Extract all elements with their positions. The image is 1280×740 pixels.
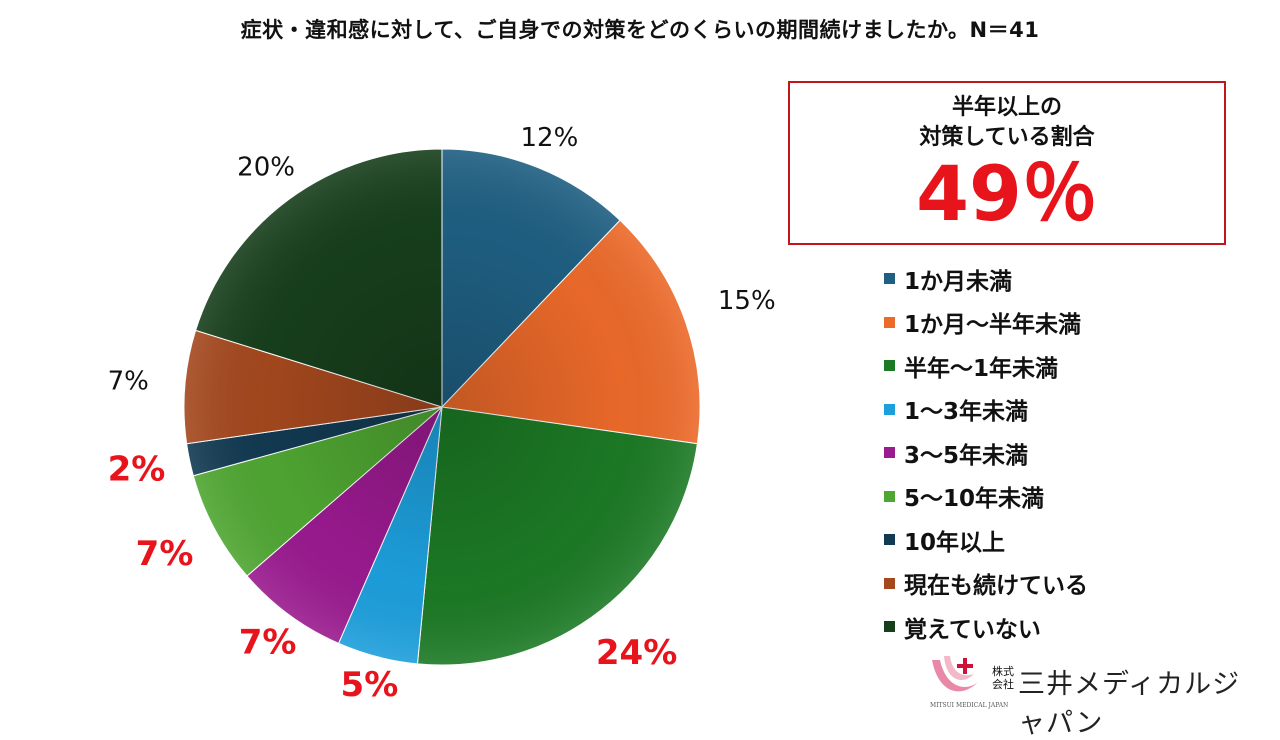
legend-item-1: 1か月未満 bbox=[884, 257, 1088, 301]
slice-label-8: 7% bbox=[108, 367, 149, 397]
legend-item-4: 1～3年未満 bbox=[884, 388, 1088, 432]
legend-label: 10年以上 bbox=[904, 529, 1006, 556]
legend-label: 1か月～半年未満 bbox=[904, 312, 1082, 339]
legend-item-7: 10年以上 bbox=[884, 518, 1088, 562]
legend-swatch bbox=[884, 534, 895, 546]
slice-label-3: 24% bbox=[596, 633, 677, 673]
legend-label: 1か月未満 bbox=[904, 268, 1013, 295]
legend-swatch bbox=[884, 273, 895, 285]
slice-label-5: 7% bbox=[239, 622, 297, 662]
legend-swatch bbox=[884, 360, 895, 372]
legend-swatch bbox=[884, 577, 895, 589]
slice-label-6: 7% bbox=[136, 534, 194, 574]
logo-small-text: 株式会社 bbox=[992, 665, 1014, 691]
logo-name: 三井メディカルジャパン bbox=[1018, 669, 1241, 739]
legend-label: 半年～1年未満 bbox=[904, 355, 1059, 382]
legend-item-2: 1か月～半年未満 bbox=[884, 301, 1088, 345]
legend-item-5: 3～5年未満 bbox=[884, 431, 1088, 475]
slice-label-9: 20% bbox=[237, 153, 295, 183]
pie-slice-3 bbox=[416, 406, 698, 666]
legend-item-9: 覚えていない bbox=[884, 605, 1088, 649]
legend-label: 1～3年未満 bbox=[904, 399, 1029, 426]
chart-title: 症状・違和感に対して、ご自身での対策をどのくらいの期間続けましたか。N＝41 bbox=[240, 18, 1040, 42]
legend: 1か月未満 1か月～半年未満 半年～1年未満 1～3年未満 3～5年未満 5～10年未満 1… bbox=[884, 257, 1088, 649]
company-logo: 株式会社 三井メディカルジャパン MITSUI MEDICAL JAPAN bbox=[926, 652, 1266, 739]
slice-label-2: 15% bbox=[718, 286, 776, 316]
highlight-line-1: 半年以上の bbox=[951, 95, 1062, 120]
legend-item-3: 半年～1年未満 bbox=[884, 344, 1088, 388]
legend-swatch bbox=[884, 403, 895, 415]
legend-label: 覚えていない bbox=[904, 616, 1041, 643]
slice-label-7: 2% bbox=[108, 449, 166, 489]
legend-label: 3～5年未満 bbox=[904, 442, 1029, 469]
slice-label-4: 5% bbox=[341, 665, 399, 705]
highlight-value: 49％ bbox=[916, 149, 1098, 238]
logo-sub: MITSUI MEDICAL JAPAN bbox=[930, 702, 1009, 709]
legend-item-8: 現在も続けている bbox=[884, 562, 1088, 606]
slice-label-1: 12% bbox=[520, 123, 578, 153]
legend-label: 5～10年未満 bbox=[904, 486, 1045, 513]
legend-label: 現在も続けている bbox=[904, 573, 1088, 600]
highlight-box: 半年以上の 対策している割合 49％ bbox=[788, 81, 1226, 245]
legend-swatch bbox=[884, 447, 895, 459]
legend-swatch bbox=[884, 621, 895, 633]
legend-item-6: 5～10年未満 bbox=[884, 475, 1088, 519]
legend-swatch bbox=[884, 316, 895, 328]
highlight-line-2: 対策している割合 bbox=[919, 125, 1095, 150]
mitsui-medical-logo-icon bbox=[932, 656, 978, 692]
legend-swatch bbox=[884, 490, 895, 502]
